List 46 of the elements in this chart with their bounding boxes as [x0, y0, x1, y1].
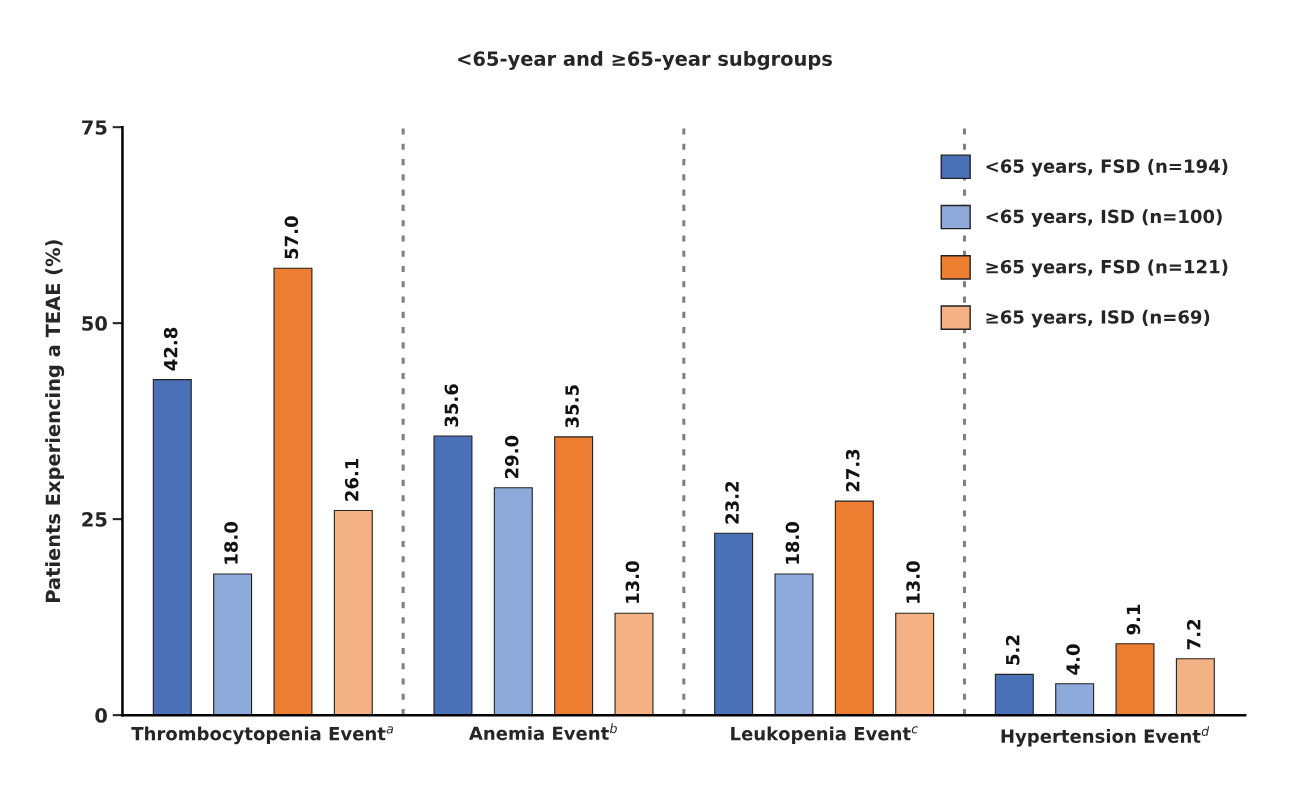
data-label: 57.0: [284, 216, 299, 259]
bar: [273, 267, 313, 716]
bar: [895, 612, 935, 716]
data-label: 4.0: [1066, 644, 1080, 675]
bar: [213, 573, 253, 716]
data-label: 27.3: [845, 449, 860, 492]
data-label: 9.1: [1126, 604, 1141, 635]
bar: [774, 573, 814, 716]
data-label: 29.0: [504, 435, 519, 479]
y-axis-title: Patients Experiencing a TEAE (%): [45, 240, 65, 602]
data-label: 23.2: [725, 481, 739, 524]
x-tick-label: Anemia Event$^{b}$: [468, 723, 617, 741]
bar: [554, 436, 594, 716]
x-tick-label: Leukopenia Event$^{c}$: [731, 726, 919, 744]
y-tick-label: 75: [82, 120, 107, 135]
bar: [152, 379, 192, 716]
bar: [714, 532, 754, 716]
bar: [994, 673, 1034, 716]
bar: [433, 435, 473, 716]
bar: [1055, 683, 1095, 716]
legend-label: ≥65 years, FSD (n=121): [986, 259, 1228, 278]
legend-label: ≥65 years, ISD (n=69): [986, 309, 1210, 328]
x-tick-label: Hypertension Event$^{d}$: [1001, 726, 1210, 747]
legend-label: <65 years, ISD (n=100): [986, 209, 1222, 227]
bar: [493, 487, 533, 716]
data-label: 13.0: [906, 561, 920, 603]
data-label: 42.8: [163, 327, 178, 371]
data-label: 18.0: [785, 522, 800, 564]
data-label: 7.2: [1186, 619, 1201, 650]
legend-label: <65 years, FSD (n=194): [986, 158, 1228, 177]
y-tick-label: 50: [82, 316, 107, 331]
data-label: 5.2: [1005, 635, 1020, 665]
data-label: 13.0: [625, 561, 640, 603]
x-tick-label: Thrombocytopenia Event$^{a}$: [131, 726, 393, 745]
data-label: 35.6: [444, 384, 459, 427]
bar: [834, 500, 874, 716]
data-label: 18.0: [224, 522, 238, 564]
y-tick-label: 0: [95, 708, 107, 723]
bar: [614, 612, 654, 716]
data-label: 35.5: [565, 385, 579, 428]
bar: [333, 509, 373, 716]
chart-title: <65-year and ≥65-year subgroups: [458, 50, 832, 70]
bar: [1115, 643, 1155, 716]
data-label: 26.1: [344, 458, 359, 501]
y-tick-label: 25: [82, 512, 107, 527]
bar: [1175, 658, 1215, 716]
